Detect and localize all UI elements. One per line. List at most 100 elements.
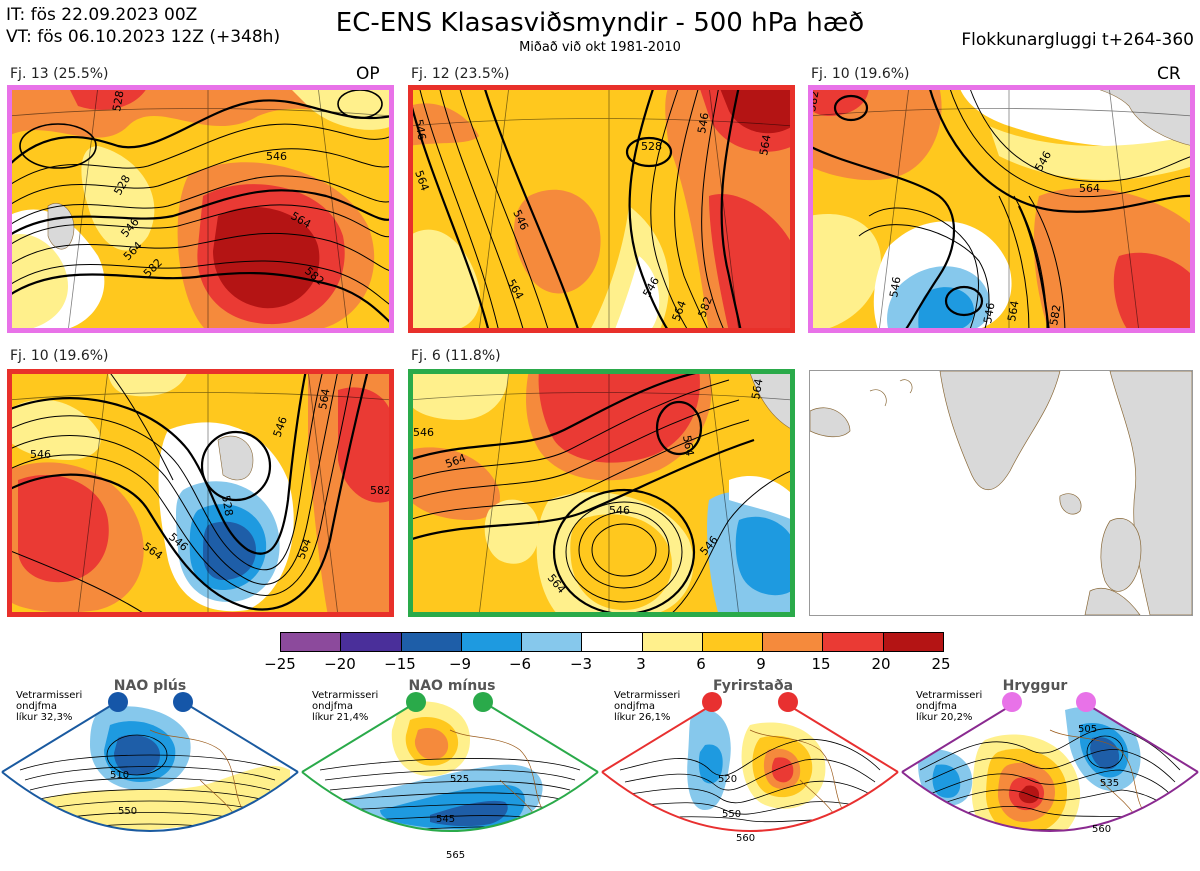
colorbar-tick: −20 bbox=[324, 655, 356, 673]
contour-label: 564 bbox=[1079, 182, 1100, 195]
regime-3-season: Vetrarmisseri bbox=[614, 690, 681, 701]
regime-1-info: Vetrarmisseri ondjfma líkur 32,3% bbox=[16, 690, 82, 723]
regime-2-contour-label: 525 bbox=[450, 774, 469, 785]
anomaly-field-3: 546 564 582 546 564 582 546 bbox=[809, 86, 1193, 332]
initial-time: IT: fös 22.09.2023 00Z bbox=[6, 5, 198, 25]
regime-2-map: 525 545 565 bbox=[301, 692, 599, 861]
colorbar-swatch bbox=[461, 633, 523, 651]
regime-3-contour-label: 560 bbox=[736, 833, 755, 844]
colorbar-tick: 6 bbox=[696, 655, 706, 673]
contour-label: 564 bbox=[316, 388, 332, 411]
cluster-map-1: 528 546 564 582 546 564 582 528 bbox=[8, 86, 392, 332]
regime-1-probability: líkur 32,3% bbox=[16, 712, 73, 723]
regime-4-contour-label: 560 bbox=[1092, 824, 1111, 835]
contour-label: 528 bbox=[219, 494, 235, 517]
colorbar-tick: 15 bbox=[811, 655, 831, 673]
regime-2-frame bbox=[301, 699, 599, 832]
regime-3-dot bbox=[778, 692, 798, 712]
regime-1-dot bbox=[108, 692, 128, 712]
regime-4-contour-label: 535 bbox=[1100, 778, 1119, 789]
regime-4-season: Vetrarmisseri bbox=[916, 690, 983, 701]
colorbar-swatch bbox=[281, 633, 342, 651]
regime-1-frame bbox=[1, 699, 299, 832]
colorbar-tick: 25 bbox=[931, 655, 951, 673]
regime-4-probability: líkur 20,2% bbox=[916, 712, 973, 723]
regime-2-dot bbox=[406, 692, 426, 712]
base-map-6 bbox=[809, 370, 1193, 616]
regime-2-contour-label: 545 bbox=[436, 814, 455, 825]
colorbar-swatch bbox=[642, 633, 703, 651]
run-info: IT: fös 22.09.2023 00Z VT: fös 06.10.202… bbox=[6, 4, 280, 48]
contour-label: 564 bbox=[680, 434, 696, 457]
regime-4-dot bbox=[1076, 692, 1096, 712]
regime-2-probability: líkur 21,4% bbox=[312, 712, 369, 723]
regime-4-map: 505 535 560 bbox=[901, 692, 1199, 835]
regime-2-dot bbox=[473, 692, 493, 712]
contour-label: 546 bbox=[887, 276, 903, 299]
regime-3-dot bbox=[702, 692, 722, 712]
colorbar-swatch bbox=[522, 633, 583, 651]
colorbar bbox=[280, 632, 944, 652]
panel-2-label: Fj. 12 (23.5%) bbox=[411, 66, 510, 82]
regime-3-map: 520 550 560 bbox=[601, 692, 899, 844]
page-subtitle: Miðað við okt 1981-2010 bbox=[519, 40, 681, 55]
contour-label: 546 bbox=[413, 426, 434, 439]
regime-4-months: ondjfma bbox=[916, 701, 957, 712]
contour-label: 546 bbox=[30, 448, 51, 461]
classification-window: Flokkunargluggi t+264-360 bbox=[961, 30, 1194, 50]
panel-1-tag: OP bbox=[356, 64, 380, 84]
regime-2-title: NAO mínus bbox=[408, 678, 496, 694]
colorbar-tick: −25 bbox=[264, 655, 296, 673]
panel-3-tag: CR bbox=[1157, 64, 1181, 84]
colorbar-tick: −3 bbox=[569, 655, 593, 673]
colorbar-swatch bbox=[883, 633, 943, 651]
colorbar-swatch bbox=[341, 633, 402, 651]
colorbar-swatch bbox=[582, 633, 643, 651]
regime-2-months: ondjfma bbox=[312, 701, 353, 712]
contour-label: 564 bbox=[757, 134, 773, 157]
regime-2-contour-label: 565 bbox=[446, 850, 465, 861]
contour-label: 582 bbox=[1047, 304, 1063, 327]
panel-1-frame bbox=[7, 85, 394, 333]
valid-time: VT: fös 06.10.2023 12Z (+348h) bbox=[6, 27, 281, 47]
colorbar-swatch bbox=[823, 633, 884, 651]
contour-label: 546 bbox=[981, 302, 997, 325]
cluster-map-5: 546 564 546 564 546 564 564 bbox=[409, 370, 793, 616]
contour-label: 546 bbox=[266, 150, 287, 163]
colorbar-tick: −9 bbox=[448, 655, 472, 673]
regime-2-info: Vetrarmisseri ondjfma líkur 21,4% bbox=[312, 690, 378, 723]
regime-2-season: Vetrarmisseri bbox=[312, 690, 379, 701]
colorbar-swatch bbox=[763, 633, 824, 651]
colorbar-swatch bbox=[702, 633, 764, 651]
panel-3-frame bbox=[808, 85, 1195, 333]
colorbar-tick: −6 bbox=[508, 655, 532, 673]
page-title: EC-ENS Klasasviðsmyndir - 500 hPa hæð bbox=[335, 8, 865, 38]
regime-1-contour-label: 550 bbox=[118, 806, 137, 817]
regime-1-months: ondjfma bbox=[16, 701, 57, 712]
contour-label: 546 bbox=[412, 118, 428, 141]
regime-1-title: NAO plús bbox=[113, 678, 187, 694]
regime-3-probability: líkur 26,1% bbox=[614, 712, 671, 723]
regime-4-info: Vetrarmisseri ondjfma líkur 20,2% bbox=[916, 690, 982, 723]
regime-3-contour-label: 520 bbox=[718, 774, 737, 785]
panel-4-frame bbox=[7, 369, 394, 617]
contour-label: 564 bbox=[1005, 300, 1021, 323]
regime-3-info: Vetrarmisseri ondjfma líkur 26,1% bbox=[614, 690, 680, 723]
anomaly-field-2: 528 546 564 546 564 546 564 582 546 564 bbox=[409, 86, 793, 332]
colorbar-tick: −15 bbox=[384, 655, 416, 673]
colorbar-tick: 9 bbox=[756, 655, 766, 673]
regime-3-frame bbox=[601, 699, 899, 832]
base-map-geography bbox=[810, 371, 1192, 615]
regime-4-contour-label: 505 bbox=[1078, 724, 1097, 735]
panel-2-frame bbox=[408, 85, 795, 333]
regime-3-contour-label: 550 bbox=[722, 809, 741, 820]
contour-label: 528 bbox=[110, 90, 126, 113]
contour-label: 582 bbox=[370, 484, 391, 497]
panel-5-label: Fj. 6 (11.8%) bbox=[411, 348, 501, 364]
contour-label: 546 bbox=[695, 112, 711, 135]
contour-label: 564 bbox=[749, 378, 765, 401]
cluster-map-2: 528 546 564 546 564 546 564 582 546 564 bbox=[409, 86, 793, 332]
regime-3-months: ondjfma bbox=[614, 701, 655, 712]
regime-1-contour-label: 510 bbox=[110, 770, 129, 781]
